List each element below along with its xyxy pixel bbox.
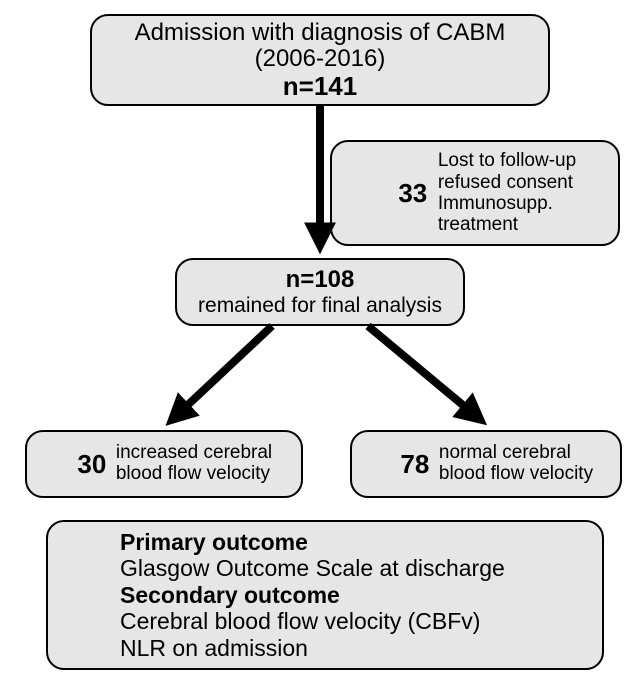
arrow-top-to-analysis	[0, 0, 635, 685]
